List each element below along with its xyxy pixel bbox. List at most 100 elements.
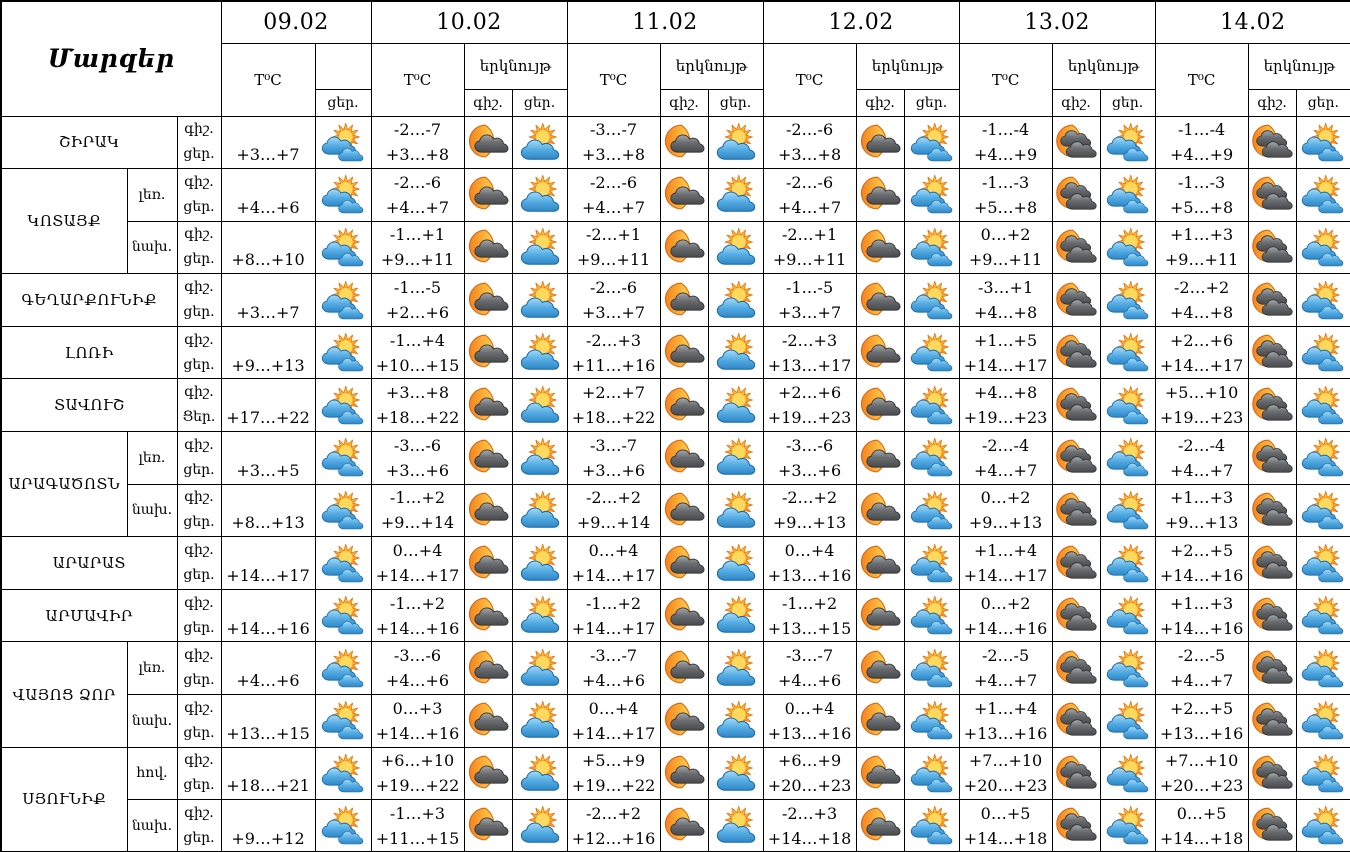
night-temp: -2…+1 [585,225,642,245]
moon-clouds-icon [1250,434,1294,481]
sun-cloud-icon [714,697,758,744]
day-temp: +19…+22 [571,776,656,796]
night-temp [222,485,314,510]
forecast-row: նախ. գիշ. ցեր. +8…+10 -1…+1 +9…+11 -2…+1 +9…+11… [1,220,1350,275]
sun-clouds-icon [321,224,365,271]
moon-cloud-icon [858,171,902,218]
sun-cloud-icon [714,802,758,849]
day-temp: +4…+7 [1169,671,1234,691]
moon-cloud-icon [858,645,902,692]
moon-clouds-icon [1054,802,1098,849]
weather-icon-cell [463,694,513,748]
weather-icon-cell [1247,378,1297,433]
moon-clouds-icon [1054,540,1098,587]
night-temp: -1…+2 [781,593,838,613]
weather-icon-cell [1051,325,1101,380]
forecast-row: ՇԻՐԱԿ գիշ. ցեր. +3…+7 -2…-7 +3…+8 -3…-7 +3…+8 -2… [0,115,1350,170]
weather-icon-cell [463,746,513,801]
date-header-2: 11.02 [566,0,764,44]
region-name: ՍՅՈՒՆԻՔ [0,746,128,852]
night-temp: -1…-4 [981,120,1030,140]
moon-clouds-icon [1054,119,1098,166]
weather-icon-cell [1247,588,1297,643]
weather-icon-cell [855,378,905,433]
weather-icon-cell [1099,746,1156,801]
temp-cell: +3…+7 [220,115,316,170]
weather-icon-cell [1247,325,1297,380]
weather-icon-cell [855,799,905,852]
night-temp: 0…+4 [784,541,835,561]
day-temp: +4…+7 [1169,460,1234,480]
weather-icon-cell [1099,641,1156,696]
moon-cloud-icon [466,750,510,797]
sky-header-5: երկնույթ [1247,42,1350,90]
night-temp: 0…+4 [588,698,639,718]
moon-cloud-icon [858,434,902,481]
sun-clouds-icon [321,802,365,849]
temp-cell: -1…+2 +14…+16 [370,588,465,643]
day-temp: +4…+6 [777,671,842,691]
night-temp: +2…+7 [581,383,646,403]
day-temp: +13…+16 [767,566,852,586]
day-temp: +8…+10 [231,250,305,270]
night-header-5: գիշ. [1247,88,1297,117]
sun-clouds-icon [910,277,954,324]
temp-header-1: T⁰C [370,42,465,117]
temp-cell: +2…+7 +18…+22 [566,378,661,433]
day-temp: +9…+13 [772,513,847,533]
weather-icon-cell [1099,799,1156,852]
sun-clouds-icon [1301,277,1345,324]
day-temp: +8…+13 [231,513,305,533]
regions-title: Մարզեր [47,44,175,74]
temp-cell: +7…+10 +20…+23 [958,746,1053,801]
weather-icon-cell [1099,273,1156,327]
night-temp: 0…+3 [392,698,443,718]
day-header-4: ցեր. [1099,88,1156,117]
night-label: գիշ. [184,279,214,296]
night-label: գիշ. [184,699,214,716]
temp-cell: -3…-6 +3…+6 [762,431,857,485]
night-temp: 0…+5 [1176,803,1227,823]
day-temp: +9…+14 [380,513,455,533]
moon-cloud-icon [466,119,510,166]
day-temp: +14…+16 [1159,566,1244,586]
daynight-labels-cell: գիշ. ցեր. [176,588,222,643]
weather-icon-cell [314,588,372,643]
weather-icon-cell [314,325,372,380]
weather-icon-cell [1051,378,1101,433]
weather-icon-cell [314,115,372,170]
temp-cell: +9…+12 [220,799,316,852]
daynight-labels-cell: գիշ. ցեր. [176,220,222,275]
moon-clouds-icon [1054,487,1098,534]
night-temp: +7…+10 [1164,751,1239,771]
temp-cell: -2…+3 +11…+16 [566,325,661,380]
temp-header-0: T⁰C [220,42,316,117]
temp-cell: +1…+5 +14…+17 [958,325,1053,380]
regions-header-cell: Մարզեր [0,0,222,117]
day-temp: +18…+22 [571,408,656,428]
weather-icon-cell [463,536,513,590]
weather-icon-cell [1099,483,1156,538]
date-header-4: 13.02 [958,0,1156,44]
day-temp: +3…+7 [777,303,842,323]
forecast-row: ՏԱՎՈՒՇ գիշ. Ցեր. +17…+22 +3…+8 +18…+22 +2…+7 +1… [0,378,1350,433]
sun-cloud-icon [714,119,758,166]
night-label: գիշ. [184,804,214,821]
weather-icon-cell [1247,273,1297,327]
sun-cloud-icon [714,750,758,797]
night-temp: -2…-5 [1177,646,1226,666]
weather-icon-cell [855,115,905,170]
temp-cell: -3…-6 +3…+6 [370,431,465,485]
night-temp [222,538,314,563]
weather-icon-cell [707,694,764,748]
weather-icon-cell [511,220,568,275]
weather-icon-cell [314,536,372,590]
weather-icon-cell [903,220,960,275]
weather-icon-cell [1051,273,1101,327]
weather-icon-cell [903,536,960,590]
temp-cell: 0…+4 +13…+16 [762,694,857,748]
weather-icon-cell [707,115,764,170]
temp-cell: -2…-6 +3…+7 [566,273,661,327]
moon-cloud-icon [466,697,510,744]
sun-clouds-icon [1106,802,1150,849]
